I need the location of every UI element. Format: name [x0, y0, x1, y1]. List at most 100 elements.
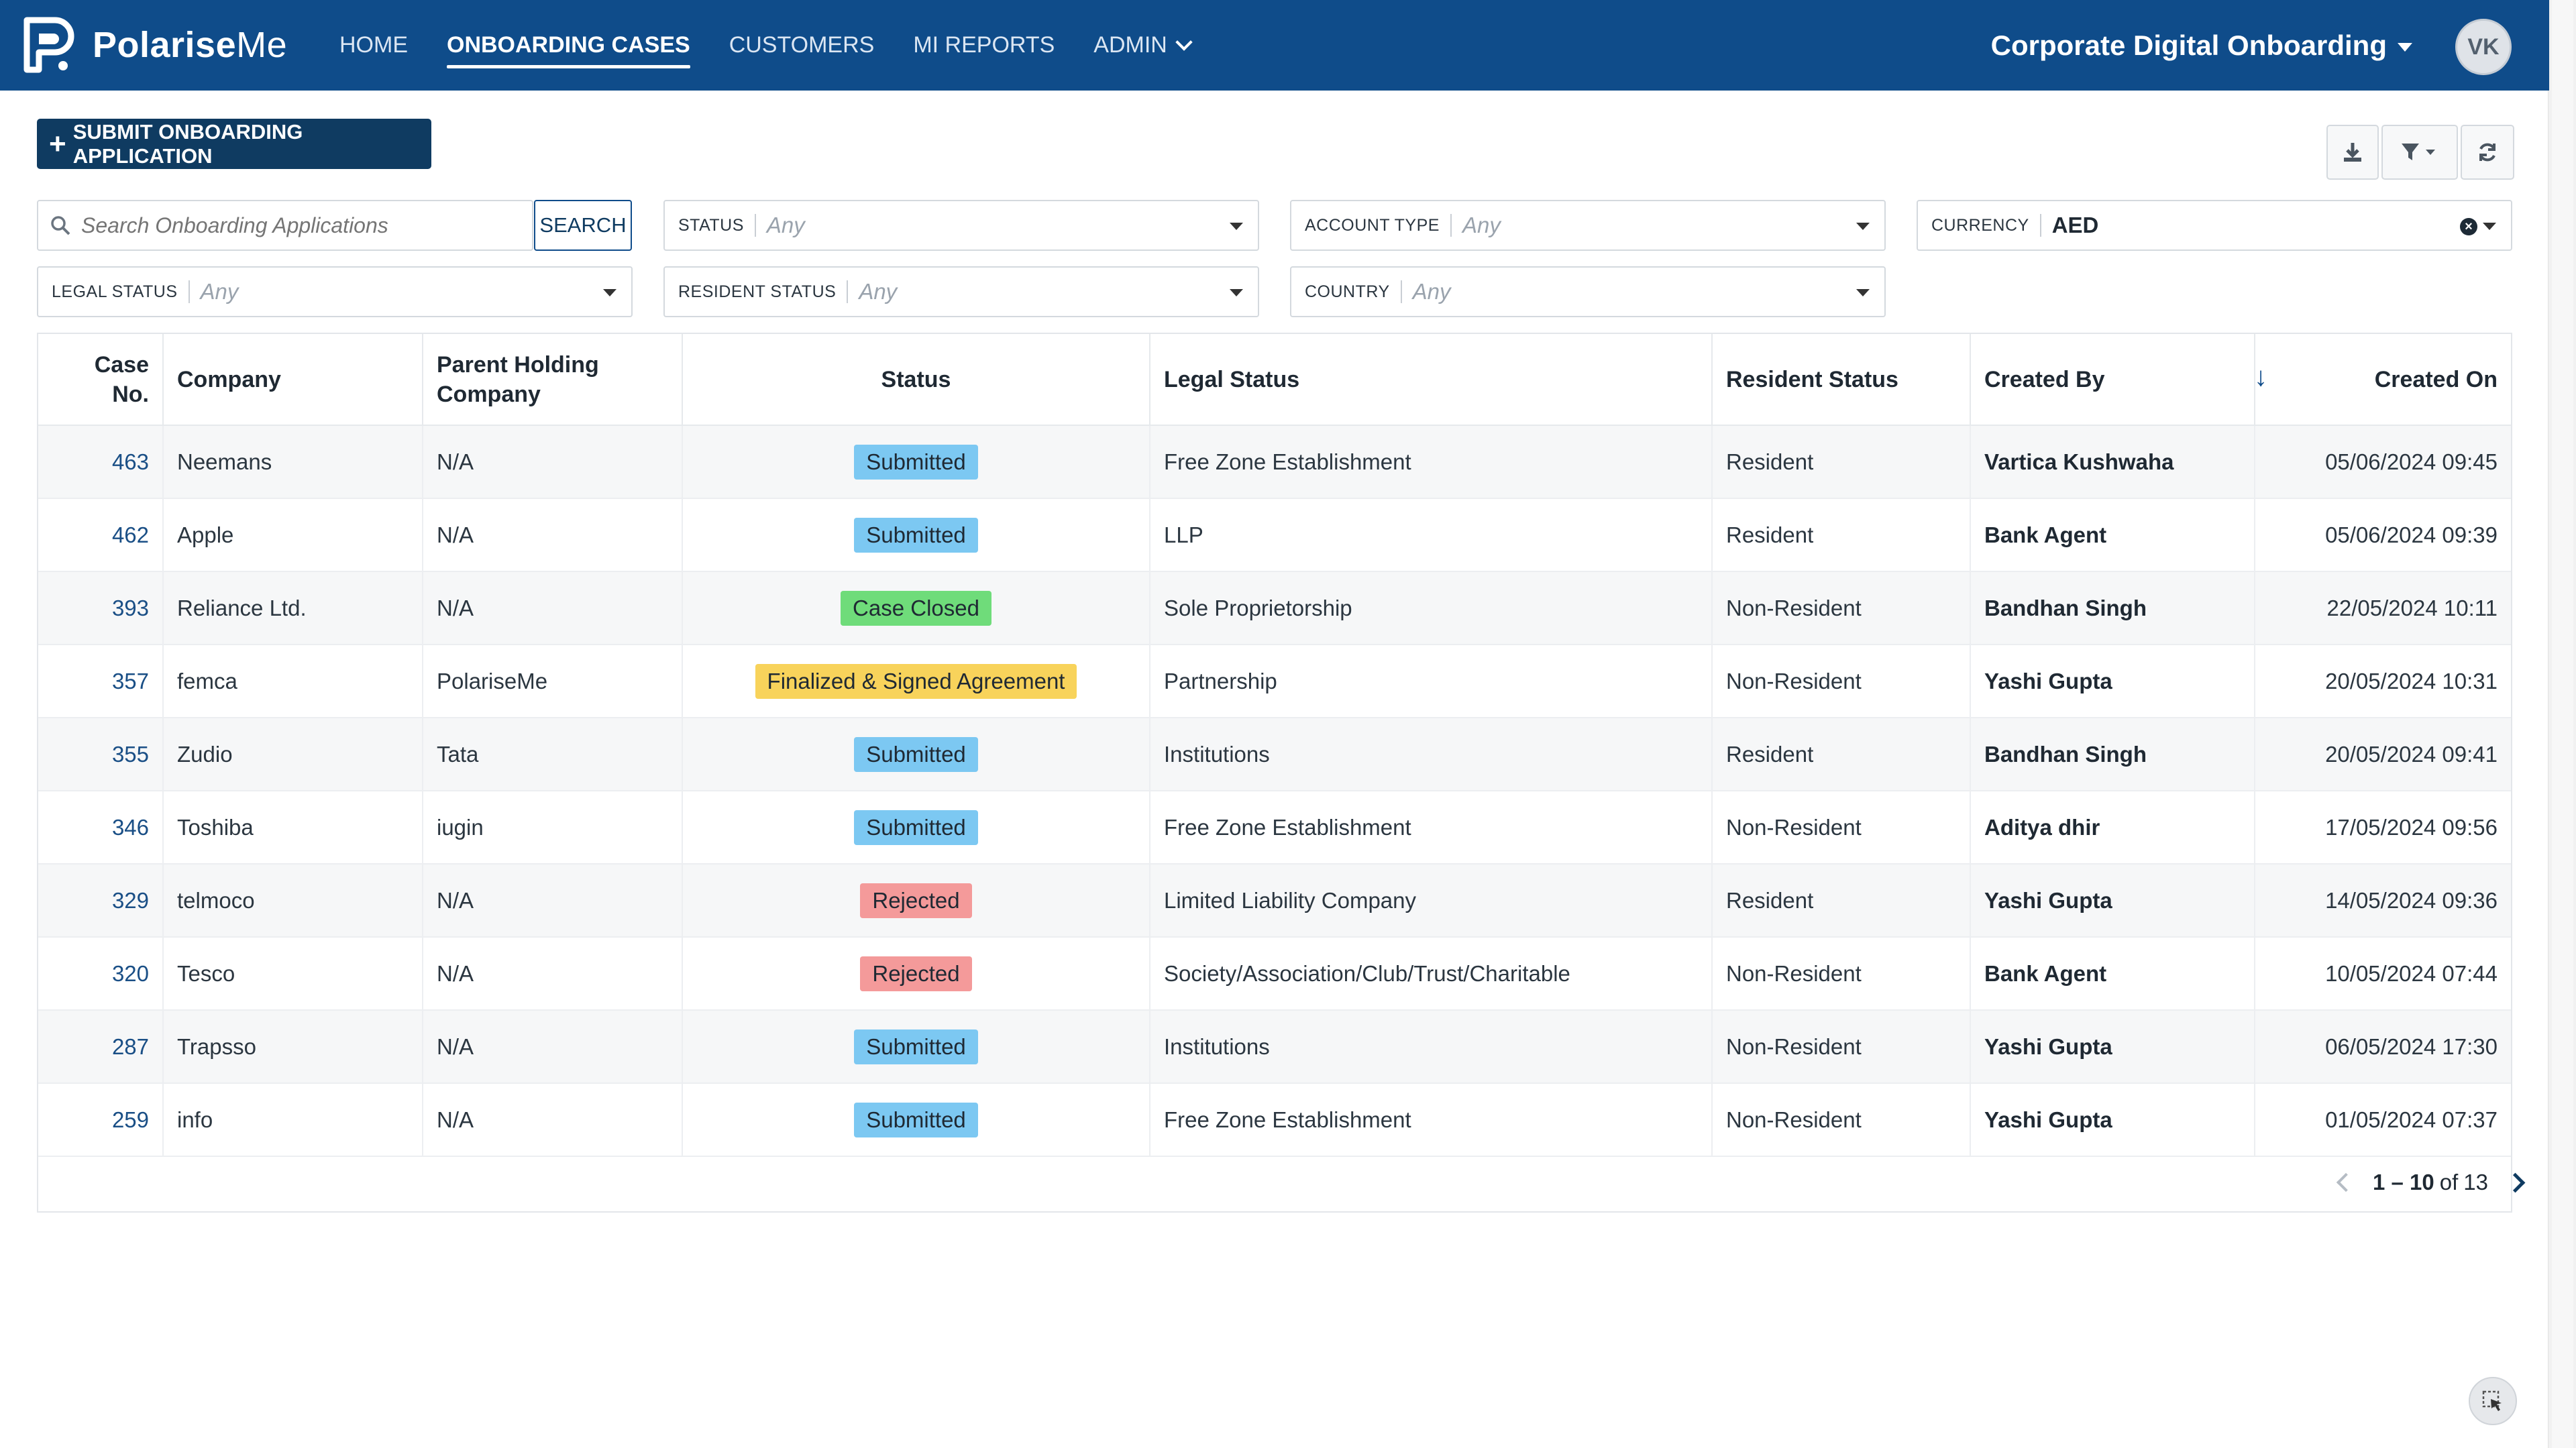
- cell-resident-status: Resident: [1712, 425, 1971, 499]
- legal-status-filter[interactable]: LEGAL STATUS Any: [37, 266, 633, 317]
- account-type-filter-value: Any: [1462, 213, 1501, 237]
- cell-status: Submitted: [682, 498, 1150, 572]
- account-type-filter[interactable]: ACCOUNT TYPE Any: [1290, 200, 1886, 251]
- cell-case-no[interactable]: 346: [38, 791, 164, 865]
- table-row[interactable]: 320 Tesco N/A Rejected Society/Association/C…: [38, 937, 2511, 1011]
- previous-page-icon[interactable]: [2336, 1172, 2356, 1192]
- cell-created-by: Bandhan Singh: [1970, 718, 2255, 791]
- floating-cursor-button[interactable]: [2469, 1377, 2517, 1425]
- cell-resident-status: Non-Resident: [1712, 645, 1971, 718]
- cell-created-on: 05/06/2024 09:39: [2255, 498, 2511, 572]
- brand-logo[interactable]: PolariseMe: [20, 15, 287, 75]
- column-header-legal-status[interactable]: Legal Status: [1150, 334, 1713, 426]
- plus-icon: +: [49, 127, 66, 160]
- column-header-case-no[interactable]: Case No.: [38, 334, 164, 426]
- table-row[interactable]: 355 Zudio Tata Submitted Institutions Residen…: [38, 718, 2511, 791]
- chevron-down-icon: [1175, 33, 1193, 51]
- top-navigation-bar: PolariseMe HOME ONBOARDING CASES CUSTOME…: [0, 0, 2549, 91]
- nav-admin[interactable]: ADMIN: [1093, 0, 1193, 91]
- user-avatar[interactable]: VK: [2455, 19, 2512, 75]
- cell-created-by: Vartica Kushwaha: [1970, 425, 2255, 499]
- cell-status: Submitted: [682, 1083, 1150, 1157]
- cell-status: Case Closed: [682, 571, 1150, 645]
- created-on-header-label: Created On: [2374, 366, 2498, 392]
- cell-resident-status: Non-Resident: [1712, 937, 1971, 1011]
- cell-created-on: 22/05/2024 10:11: [2255, 571, 2511, 645]
- onboarding-cases-table: Case No. Company Parent Holding Company …: [37, 333, 2512, 1213]
- column-header-company[interactable]: Company: [163, 334, 423, 426]
- cell-case-no[interactable]: 463: [38, 425, 164, 499]
- resident-status-filter[interactable]: RESIDENT STATUS Any: [663, 266, 1259, 317]
- scrollbar-thumb[interactable]: [2552, 0, 2573, 1448]
- nav-mi-reports[interactable]: MI REPORTS: [913, 32, 1055, 58]
- sort-descending-icon[interactable]: ↓: [2254, 362, 2267, 392]
- filter-menu-button[interactable]: [2381, 125, 2458, 180]
- search-field[interactable]: [37, 200, 533, 251]
- cell-created-by: Yashi Gupta: [1970, 645, 2255, 718]
- workspace-selector[interactable]: Corporate Digital Onboarding: [1991, 0, 2412, 91]
- table-row[interactable]: 463 Neemans N/A Submitted Free Zone Establis…: [38, 425, 2511, 499]
- column-header-status[interactable]: Status: [682, 334, 1150, 426]
- table-row[interactable]: 346 Toshiba iugin Submitted Free Zone Establ…: [38, 791, 2511, 865]
- next-page-icon[interactable]: [2505, 1172, 2526, 1192]
- resident-status-filter-label: RESIDENT STATUS: [678, 280, 849, 303]
- cell-case-no[interactable]: 287: [38, 1010, 164, 1084]
- table-row[interactable]: 329 telmoco N/A Rejected Limited Liability C…: [38, 864, 2511, 938]
- cell-case-no[interactable]: 357: [38, 645, 164, 718]
- currency-filter-value: AED: [2051, 213, 2099, 237]
- table-row[interactable]: 462 Apple N/A Submitted LLP Resident Bank Agen…: [38, 498, 2511, 572]
- column-header-created-on[interactable]: ↓ Created On: [2254, 334, 2511, 426]
- cell-legal-status: LLP: [1150, 498, 1713, 572]
- cell-status: Submitted: [682, 718, 1150, 791]
- account-type-filter-label: ACCOUNT TYPE: [1305, 214, 1452, 237]
- cell-case-no[interactable]: 355: [38, 718, 164, 791]
- refresh-icon: [2479, 143, 2496, 162]
- clear-icon[interactable]: ×: [2460, 218, 2477, 235]
- column-header-parent-holding-company[interactable]: Parent Holding Company: [423, 334, 683, 426]
- legal-status-filter-value: Any: [200, 279, 239, 304]
- nav-customers[interactable]: CUSTOMERS: [729, 32, 875, 58]
- cell-company: Reliance Ltd.: [163, 571, 423, 645]
- search-button[interactable]: SEARCH: [534, 200, 632, 251]
- column-header-created-by[interactable]: Created By: [1970, 334, 2255, 426]
- cell-created-by: Bank Agent: [1970, 937, 2255, 1011]
- cell-case-no[interactable]: 393: [38, 571, 164, 645]
- cell-parent-holding-company: PolariseMe: [423, 645, 683, 718]
- cell-case-no[interactable]: 259: [38, 1083, 164, 1157]
- page-scrollbar[interactable]: [2548, 0, 2576, 1448]
- submit-onboarding-application-button[interactable]: + SUBMIT ONBOARDING APPLICATION: [37, 119, 431, 169]
- download-button[interactable]: [2326, 125, 2379, 180]
- refresh-button[interactable]: [2461, 125, 2514, 180]
- cell-legal-status: Institutions: [1150, 718, 1713, 791]
- cell-status: Rejected: [682, 864, 1150, 938]
- cell-created-by: Bandhan Singh: [1970, 571, 2255, 645]
- pagination-total: 13: [2463, 1170, 2488, 1194]
- cell-resident-status: Non-Resident: [1712, 571, 1971, 645]
- cell-parent-holding-company: N/A: [423, 864, 683, 938]
- cell-case-no[interactable]: 462: [38, 498, 164, 572]
- brand-name: PolariseMe: [93, 25, 288, 65]
- column-header-resident-status[interactable]: Resident Status: [1712, 334, 1971, 426]
- table-row[interactable]: 357 femca PolariseMe Finalized & Signed Agr…: [38, 645, 2511, 718]
- cell-case-no[interactable]: 329: [38, 864, 164, 938]
- cell-case-no[interactable]: 320: [38, 937, 164, 1011]
- status-filter[interactable]: STATUS Any: [663, 200, 1259, 251]
- country-filter[interactable]: COUNTRY Any: [1290, 266, 1886, 317]
- cell-company: femca: [163, 645, 423, 718]
- search-input[interactable]: [80, 212, 485, 239]
- dropdown-arrow-icon: [2483, 223, 2496, 230]
- cell-created-by: Yashi Gupta: [1970, 1010, 2255, 1084]
- workspace-name: Corporate Digital Onboarding: [1990, 29, 2387, 61]
- nav-home[interactable]: HOME: [339, 32, 408, 58]
- cell-created-by: Yashi Gupta: [1970, 1083, 2255, 1157]
- table-row[interactable]: 287 Trapsso N/A Submitted Institutions Non-Re…: [38, 1010, 2511, 1084]
- nav-admin-label: ADMIN: [1093, 32, 1167, 58]
- table-row[interactable]: 393 Reliance Ltd. N/A Case Closed Sole Propr…: [38, 571, 2511, 645]
- cell-company: Apple: [163, 498, 423, 572]
- table-row[interactable]: 259 info N/A Submitted Free Zone Establishme…: [38, 1083, 2511, 1157]
- currency-filter[interactable]: CURRENCY AED ×: [1917, 200, 2512, 251]
- cell-parent-holding-company: N/A: [423, 1083, 683, 1157]
- cell-resident-status: Non-Resident: [1712, 1083, 1971, 1157]
- dropdown-arrow-icon: [1230, 223, 1243, 230]
- nav-onboarding-cases[interactable]: ONBOARDING CASES: [447, 0, 690, 91]
